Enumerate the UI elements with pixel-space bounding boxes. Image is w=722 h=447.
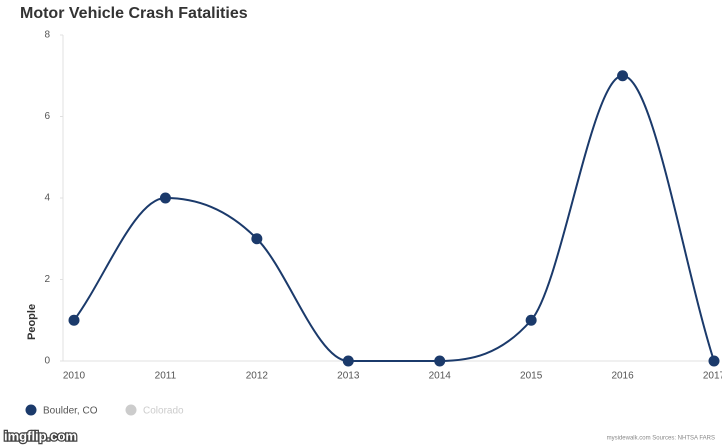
x-tick-label: 2015 [520, 371, 543, 382]
data-point [251, 233, 263, 245]
source: mysidewalk.com Sources: NHTSA FARS [607, 436, 715, 442]
x-tick-label: 2017 [703, 371, 722, 382]
x-tick-label: 2014 [429, 371, 452, 382]
y-axis-label: People [26, 304, 38, 340]
data-point [342, 355, 354, 367]
x-tick-label: 2016 [611, 371, 634, 382]
data-point [434, 355, 446, 367]
y-tick-label: 0 [44, 356, 50, 367]
series-line [73, 74, 715, 363]
data-point [525, 314, 537, 326]
watermark: imgflip.com [4, 428, 77, 443]
data-point [159, 192, 171, 204]
legend-marker [25, 404, 37, 416]
y-tick-label: 6 [44, 111, 50, 122]
data-point [68, 314, 80, 326]
chart-title: Motor Vehicle Crash Fatalities [20, 5, 248, 22]
x-tick-label: 2011 [155, 371, 177, 382]
data-point [617, 70, 629, 82]
legend-label: Colorado [143, 406, 184, 417]
y-tick-label: 8 [44, 30, 50, 41]
legend-marker [125, 404, 137, 416]
x-tick-label: 2010 [63, 371, 86, 382]
legend-label: Boulder, CO [43, 406, 98, 417]
x-tick-label: 2013 [337, 371, 360, 382]
y-tick-label: 4 [44, 193, 50, 204]
data-point [708, 355, 720, 367]
x-tick-label: 2012 [246, 371, 269, 382]
y-tick-label: 2 [44, 274, 50, 285]
